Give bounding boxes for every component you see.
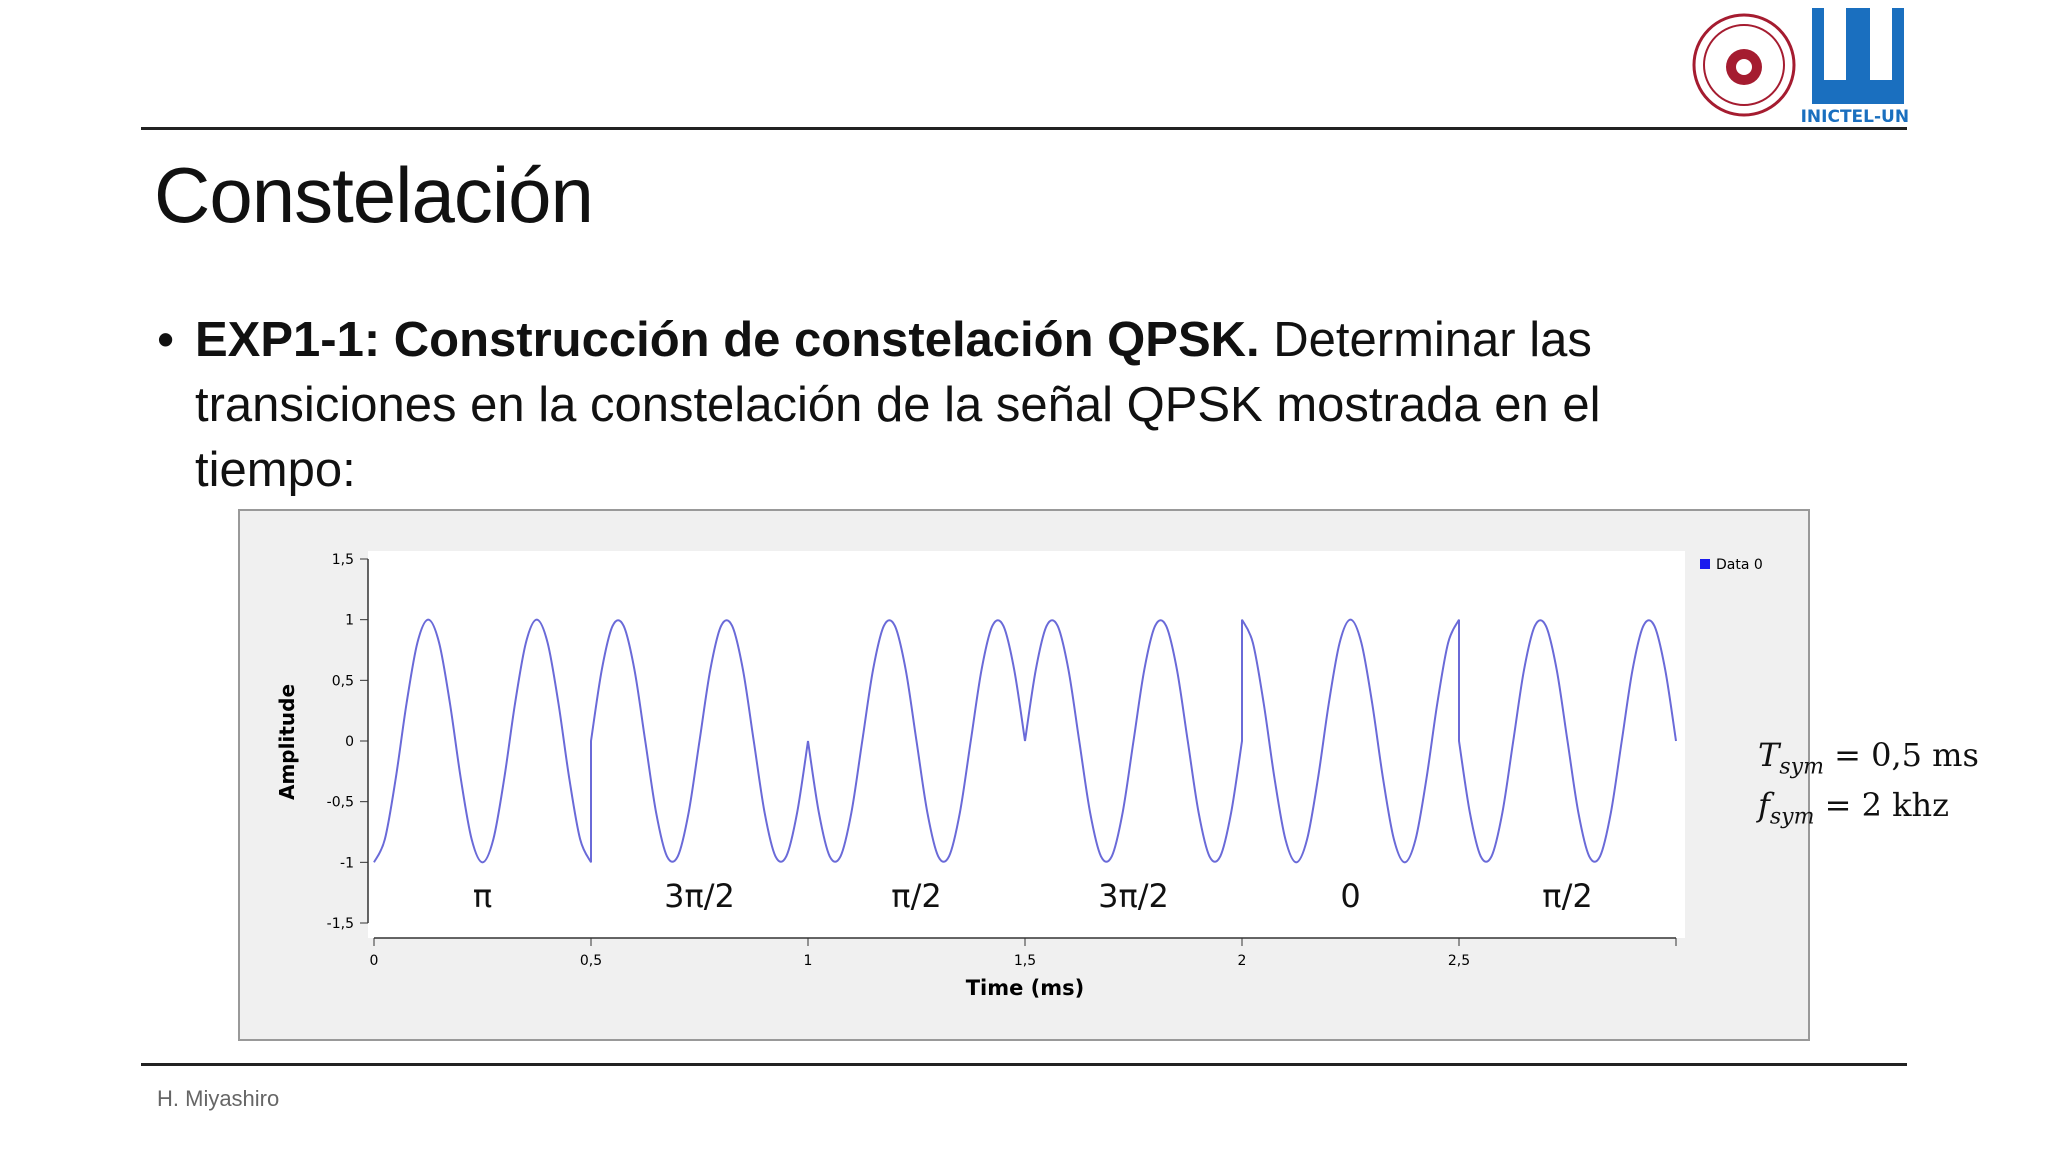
footer: H. Miyashiro: [157, 1086, 280, 1111]
x-tick-label: 1,5: [1014, 953, 1036, 969]
bullet-text: Determinar las transiciones en la conste…: [195, 313, 1601, 497]
formula-symbol: T: [1758, 736, 1780, 774]
uni-logo-center: [1736, 59, 1752, 75]
x-tick-label: 2,5: [1448, 953, 1470, 969]
formula-rest: = 2 khz: [1824, 786, 1949, 824]
bullet-body: EXP1-1: Construcción de constelación QPS…: [195, 308, 1735, 503]
phase-annotation: π: [473, 877, 492, 915]
header-rule: [141, 127, 1907, 130]
y-tick-label: -0,5: [327, 795, 354, 811]
phase-annotation: 3π/2: [1098, 877, 1169, 915]
x-tick-label: 0: [370, 953, 379, 969]
formula-symbol: f: [1758, 786, 1770, 824]
chart: Amplitude Time (ms) 1,5 1 0,5 0 -0,5 -1 -1,5 0 0…: [238, 509, 1810, 1041]
footer-rule: [141, 1063, 1907, 1066]
inictel-logo-cut: [1824, 8, 1846, 80]
logo-text: INICTEL-UNI: [1801, 107, 1910, 127]
formula: Tsym = 0,5 ms: [1758, 736, 1979, 779]
bullet-dot: •: [157, 313, 175, 367]
y-tick-label: 1: [345, 613, 354, 629]
logos: INICTEL-UNI: [1692, 8, 1910, 127]
y-tick-label: -1: [340, 855, 354, 871]
phase-annotation: 0: [1340, 877, 1360, 915]
x-tick-label: 2: [1238, 953, 1247, 969]
inictel-logo-cut: [1870, 8, 1892, 80]
y-axis-title: Amplitude: [275, 684, 299, 800]
x-tick-label: 0,5: [580, 953, 602, 969]
y-tick-label: 1,5: [332, 552, 354, 568]
formula: fsym = 2 khz: [1758, 786, 1949, 829]
phase-annotation: π/2: [891, 877, 941, 915]
phase-annotation: 3π/2: [664, 877, 735, 915]
plot-area: [368, 551, 1685, 938]
legend-swatch: [1700, 559, 1710, 569]
formula-subscript: sym: [1769, 804, 1815, 830]
phase-annotation: π/2: [1542, 877, 1592, 915]
legend-label: Data 0: [1716, 557, 1763, 573]
x-axis-title: Time (ms): [966, 976, 1085, 1000]
y-tick-label: 0,5: [332, 673, 354, 689]
uni-logo-ring: [1703, 24, 1785, 106]
signal-line: [373, 618, 1677, 864]
formula-subscript: sym: [1779, 754, 1824, 780]
formula-rest: = 0,5 ms: [1834, 736, 1979, 774]
bullet-bold: EXP1-1: Construcción de constelación QPS…: [195, 313, 1260, 367]
y-tick-label: 0: [345, 734, 354, 750]
slide-title: Constelación: [154, 151, 594, 239]
x-tick-label: 1: [804, 953, 813, 969]
y-tick-label: -1,5: [327, 916, 354, 932]
